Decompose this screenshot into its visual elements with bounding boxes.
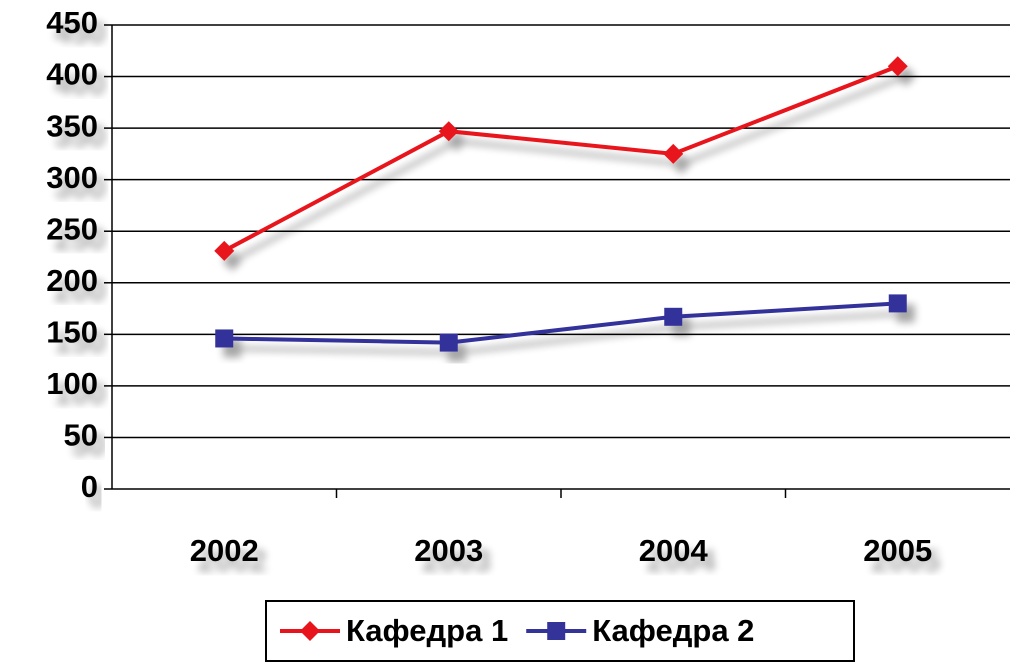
y-tick-label: 0 [81,469,98,504]
y-tick-label: 100 [46,366,98,401]
marker [438,121,459,142]
legend-label: Кафедра 1 [346,613,508,648]
y-tick-label: 200 [46,263,98,298]
x-tick-label: 2003 [414,533,483,568]
line [223,64,899,253]
x-tick-label: 2005 [863,533,932,568]
marker [887,56,908,77]
marker [663,143,684,164]
marker [300,621,320,641]
legend-label: Кафедра 2 [592,613,754,648]
marker [439,333,458,352]
legend: Кафедра 1 Кафедра 2 [265,600,855,662]
y-tick-label: 150 [46,315,98,350]
series [214,56,908,261]
marker [664,307,683,326]
line [224,301,898,345]
marker [214,240,235,261]
y-tick-label: 450 [46,5,98,40]
series [215,294,907,352]
y-tick-label: 50 [64,418,98,453]
y-tick-label: 350 [46,108,98,143]
marker [547,622,566,640]
x-tick-label: 2002 [190,533,259,568]
y-tick-label: 300 [46,160,98,195]
marker [215,329,234,348]
x-tick-label: 2004 [639,533,709,568]
y-tick-label: 250 [46,211,98,246]
y-tick-label: 400 [46,57,98,92]
marker [888,294,907,313]
